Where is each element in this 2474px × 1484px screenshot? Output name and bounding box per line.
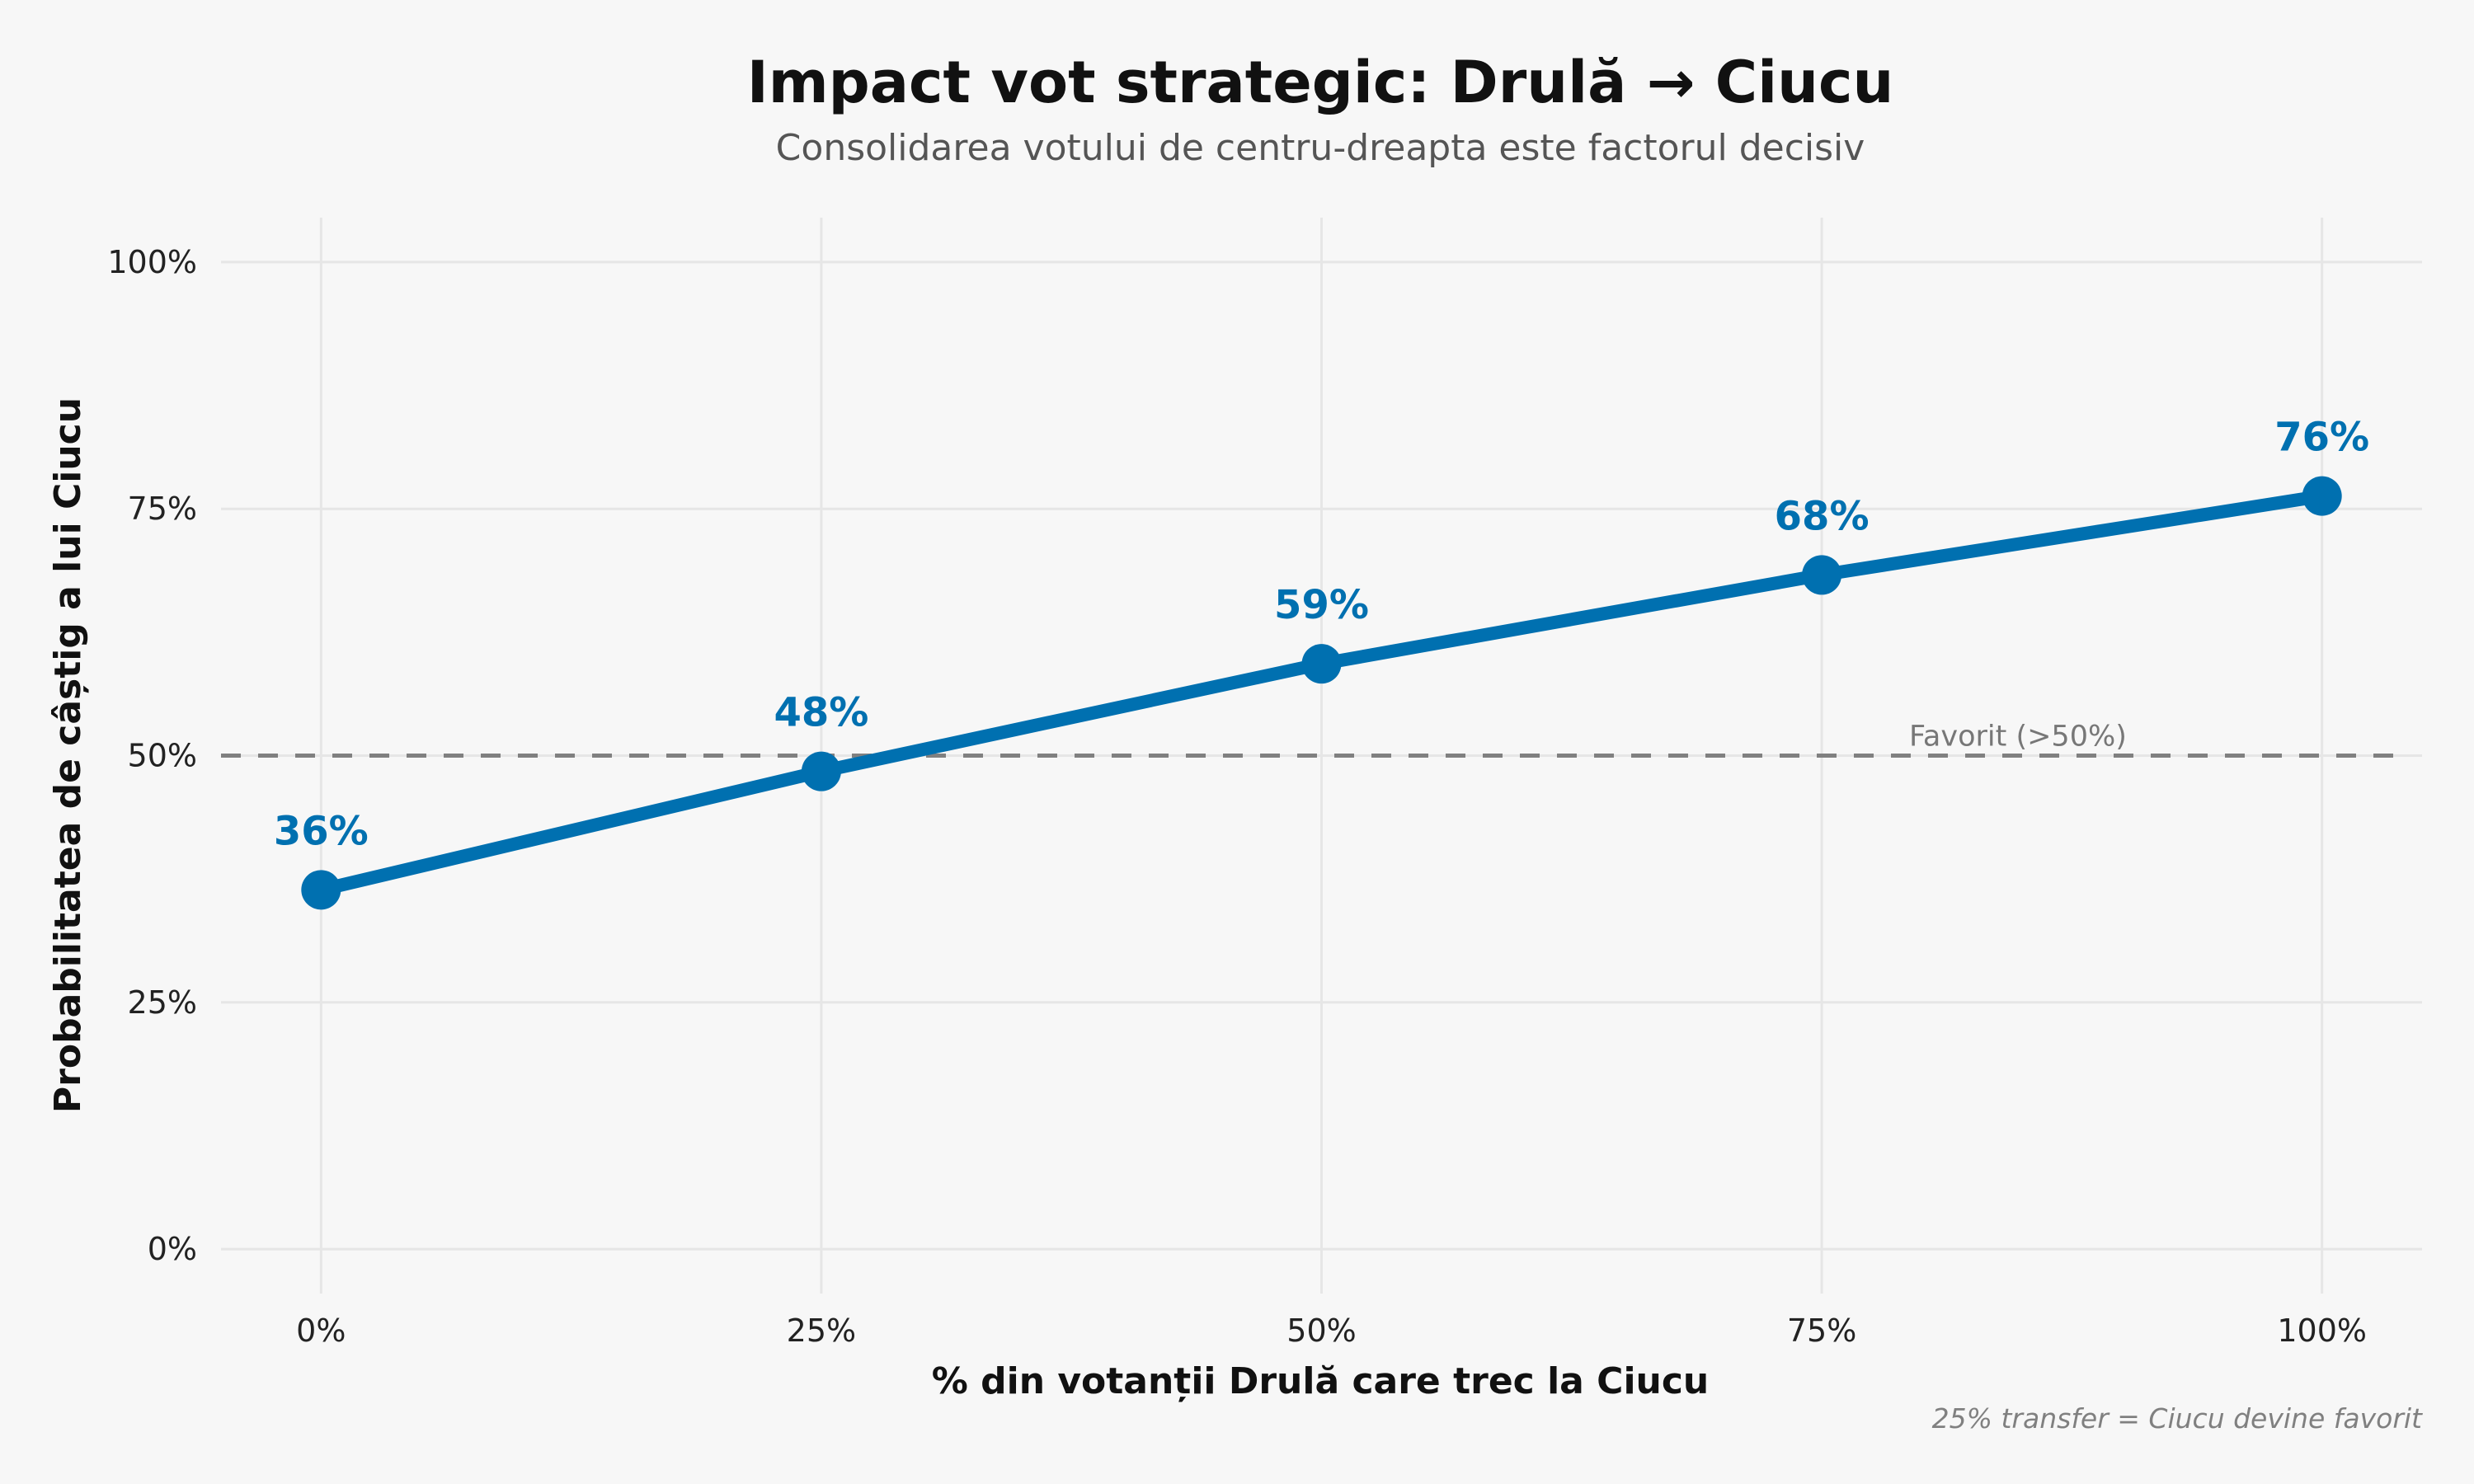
data-label: 48% bbox=[774, 690, 868, 736]
data-label: 76% bbox=[2274, 415, 2369, 461]
chart-caption: 25% transfer = Ciucu devine favorit bbox=[1932, 1402, 2423, 1435]
x-tick-label: 75% bbox=[1787, 1313, 1856, 1349]
y-tick-label: 0% bbox=[148, 1231, 197, 1267]
data-point bbox=[1301, 644, 1342, 684]
ticks-group: 0% 25% 50% 75% 100% 0% 25% 50% 75% 100% bbox=[107, 244, 2367, 1349]
data-point bbox=[2302, 476, 2342, 516]
data-point bbox=[301, 870, 341, 910]
series-group: 36% 48% 59% 68% 76% bbox=[274, 415, 2369, 910]
data-label: 59% bbox=[1274, 582, 1369, 628]
chart-subtitle: Consolidarea votului de centru-dreapta e… bbox=[776, 127, 1865, 169]
data-point bbox=[801, 751, 841, 791]
y-tick-label: 50% bbox=[128, 738, 197, 774]
x-tick-label: 25% bbox=[787, 1313, 856, 1349]
x-axis-title: % din votanții Drulă care trec la Ciucu bbox=[932, 1360, 1710, 1402]
reference-line-group: Favorit (>50%) bbox=[221, 721, 2406, 758]
data-point bbox=[1802, 555, 1842, 595]
x-tick-label: 100% bbox=[2277, 1313, 2367, 1349]
chart-title: Impact vot strategic: Drulă → Ciucu bbox=[747, 49, 1894, 116]
x-tick-label: 50% bbox=[1286, 1313, 1356, 1349]
y-axis-title: Probabilitatea de câștig a lui Ciucu bbox=[47, 397, 89, 1113]
y-tick-label: 75% bbox=[128, 491, 197, 527]
reference-line-label: Favorit (>50%) bbox=[1909, 721, 2127, 754]
y-tick-label: 100% bbox=[107, 244, 197, 280]
data-label: 36% bbox=[274, 808, 369, 854]
grid bbox=[221, 218, 2422, 1294]
data-label: 68% bbox=[1775, 493, 1870, 539]
y-tick-label: 25% bbox=[128, 984, 197, 1021]
x-tick-label: 0% bbox=[296, 1313, 346, 1349]
